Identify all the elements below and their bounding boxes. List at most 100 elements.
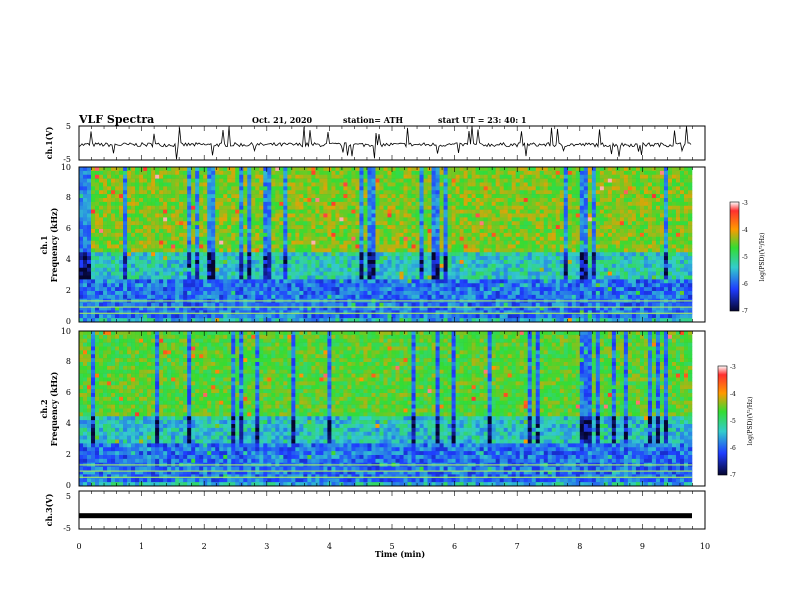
spectrogram-cell — [515, 248, 521, 253]
spectrogram-cell — [363, 190, 368, 195]
spectrogram-cell — [103, 260, 108, 265]
spectrogram-cell — [119, 221, 124, 226]
spectrogram-cell — [443, 167, 448, 172]
spectrogram-cell — [403, 182, 408, 187]
spectrogram-cell — [275, 229, 280, 234]
spectrogram-cell — [227, 194, 232, 199]
spectrogram-cell — [227, 225, 232, 230]
spectrogram-cell — [323, 190, 328, 195]
spectrogram-cell — [367, 279, 372, 284]
spectrogram-cell — [319, 221, 324, 226]
spectrogram-cell — [79, 190, 84, 195]
spectrogram-cell — [227, 244, 232, 249]
spectrogram-cell — [187, 209, 192, 214]
spectrogram-cell — [107, 263, 112, 269]
spectrogram-cell — [319, 178, 324, 183]
spectrogram-cell — [575, 232, 581, 238]
spectrogram-cell — [343, 221, 348, 226]
spectrogram-cell — [359, 198, 364, 203]
spectrogram-cell — [495, 217, 500, 222]
spectrogram-cell — [159, 256, 164, 261]
spectrogram-cell — [123, 170, 128, 176]
spectrogram-cell — [203, 244, 208, 249]
spectrogram-cell — [543, 260, 549, 265]
spectrogram-cell — [475, 283, 480, 288]
spectrogram-cell — [135, 260, 140, 265]
spectrogram-cell — [339, 217, 344, 222]
spectrogram-cell — [127, 229, 132, 234]
spectrogram-cell — [407, 283, 412, 288]
spectrogram-cell — [259, 256, 264, 261]
spectrogram-cell — [367, 294, 372, 300]
spectrogram-cell — [351, 310, 356, 315]
spectrogram-cell — [447, 306, 452, 311]
spectrogram-cell — [411, 275, 416, 280]
spectrogram-cell — [227, 232, 232, 238]
spectrogram-cell — [215, 283, 220, 288]
spectrogram-cell — [271, 209, 276, 214]
spectrogram-cell — [295, 201, 300, 207]
spectrogram-cell — [283, 283, 288, 288]
spectrogram-cell — [487, 229, 492, 234]
spectrogram-cell — [143, 306, 148, 311]
spectrogram-cell — [119, 283, 124, 288]
spectrogram-cell — [243, 201, 248, 207]
spectrogram-cell — [279, 318, 284, 323]
spectrogram-cell — [435, 182, 440, 187]
spectrogram-cell — [447, 209, 452, 214]
spectrogram-cell — [355, 201, 360, 207]
spectrogram-cell — [139, 194, 144, 199]
spectrogram-cell — [219, 314, 224, 319]
spectrogram-cell — [91, 294, 96, 300]
spectrogram-cell — [207, 287, 212, 292]
spectrogram-cell — [295, 267, 300, 272]
spectrogram-cell — [119, 190, 124, 195]
spectrogram-cell — [223, 221, 228, 226]
spectrogram-cell — [503, 279, 508, 284]
spectrogram-cell — [511, 236, 517, 241]
spectrogram-cell — [471, 252, 476, 257]
spectrogram-cell — [575, 225, 581, 230]
spectrogram-cell — [99, 267, 104, 272]
spectrogram-cell — [491, 271, 496, 276]
spectrogram-cell — [307, 318, 312, 323]
spectrogram-cell — [267, 236, 272, 241]
spectrogram-cell — [179, 174, 184, 179]
spectrogram-cell — [87, 178, 92, 183]
spectrogram-cell — [427, 248, 432, 253]
spectrogram-cell — [139, 213, 144, 218]
spectrogram-cell — [515, 209, 521, 214]
spectrogram-cell — [443, 182, 448, 187]
spectrogram-cell — [343, 283, 348, 288]
spectrogram-cell — [211, 178, 216, 183]
spectrogram-cell — [567, 302, 573, 307]
spectrogram-cell — [387, 190, 392, 195]
spectrogram-cell — [147, 217, 152, 222]
spectrogram-cell — [207, 178, 212, 183]
spectrogram-cell — [231, 236, 236, 241]
spectrogram-cell — [375, 217, 380, 222]
spectrogram-cell — [235, 310, 240, 315]
spectrogram-cell — [271, 314, 276, 319]
spectrogram-cell — [511, 170, 517, 176]
spectrogram-cell — [395, 275, 400, 280]
spectrogram-cell — [251, 221, 256, 226]
spectrogram-cell — [479, 194, 484, 199]
spectrogram-cell — [259, 244, 264, 249]
spectrogram-cell — [307, 279, 312, 284]
spectrogram-cell — [311, 170, 316, 176]
spectrogram-cell — [395, 167, 400, 172]
spectrogram-cell — [215, 248, 220, 253]
spectrogram-cell — [107, 229, 112, 234]
spectrogram-cell — [463, 302, 468, 307]
spectrogram-cell — [127, 232, 132, 238]
spectrogram-cell — [203, 294, 208, 300]
spectrogram-cell — [311, 252, 316, 257]
spectrogram-cell — [363, 186, 368, 191]
spectrogram-cell — [283, 209, 288, 214]
spectrogram-cell — [367, 186, 372, 191]
spectrogram-cell — [395, 248, 400, 253]
spectrogram-cell — [251, 198, 256, 203]
spectrogram-cell — [255, 240, 260, 245]
